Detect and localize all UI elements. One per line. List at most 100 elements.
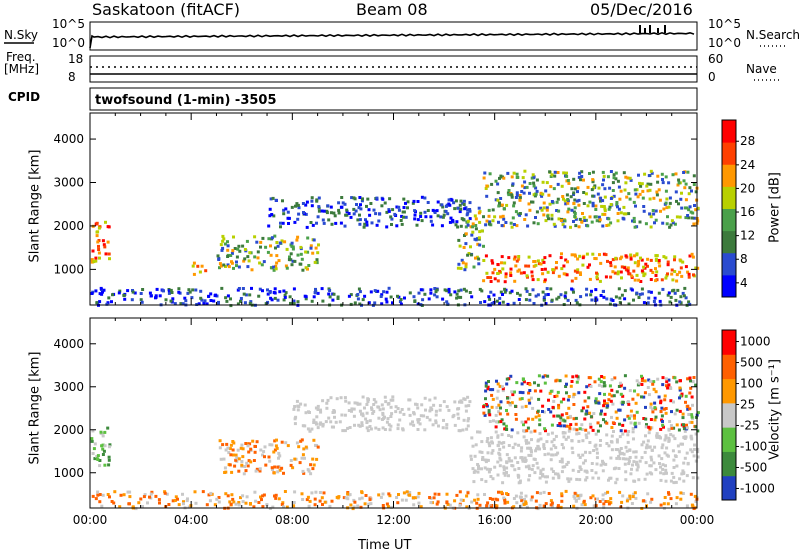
echo-cell bbox=[101, 447, 105, 451]
echo-cell bbox=[507, 189, 511, 192]
echo-cell bbox=[585, 409, 589, 413]
echo-cell bbox=[516, 461, 520, 464]
echo-cell bbox=[297, 445, 301, 449]
echo-cell bbox=[628, 272, 632, 276]
echo-cell bbox=[665, 222, 669, 226]
echo-cell bbox=[231, 249, 235, 253]
echo-cell bbox=[471, 222, 475, 226]
echo-cell bbox=[696, 429, 700, 433]
echo-cell bbox=[619, 392, 623, 396]
echo-cell bbox=[591, 201, 595, 205]
echo-cell bbox=[351, 507, 355, 511]
echo-cell bbox=[218, 262, 222, 266]
echo-cell bbox=[254, 469, 258, 473]
echo-cell bbox=[607, 478, 610, 482]
echo-cell bbox=[527, 398, 531, 402]
echo-cell bbox=[480, 467, 483, 471]
echo-cell bbox=[193, 490, 197, 494]
echo-cell bbox=[90, 258, 94, 262]
echo-cell bbox=[589, 385, 593, 388]
echo-cell bbox=[314, 287, 317, 291]
echo-cell bbox=[690, 252, 694, 256]
echo-cell bbox=[249, 300, 253, 304]
echo-cell bbox=[295, 399, 299, 403]
echo-cell bbox=[566, 198, 570, 201]
echo-cell bbox=[682, 471, 686, 475]
echo-cell bbox=[241, 287, 245, 290]
echo-cell bbox=[515, 172, 519, 176]
echo-cell bbox=[237, 457, 241, 461]
echo-cell bbox=[225, 299, 229, 303]
echo-cell bbox=[343, 224, 347, 228]
echo-cell bbox=[675, 408, 679, 412]
echo-cell bbox=[322, 221, 326, 225]
echo-cell bbox=[550, 467, 554, 471]
echo-cell bbox=[394, 410, 398, 414]
echo-cell bbox=[563, 199, 567, 203]
echo-cell bbox=[98, 459, 102, 462]
echo-cell bbox=[624, 181, 628, 185]
echo-cell bbox=[627, 212, 631, 216]
echo-cell bbox=[285, 247, 289, 251]
echo-cell bbox=[494, 430, 498, 434]
echo-cell bbox=[549, 175, 553, 178]
echo-cell bbox=[548, 170, 552, 174]
echo-cell bbox=[522, 503, 526, 507]
echo-cell bbox=[358, 409, 362, 413]
echo-cell bbox=[536, 383, 540, 387]
echo-cell bbox=[583, 219, 587, 222]
echo-cell bbox=[543, 267, 547, 271]
echo-cell bbox=[232, 441, 236, 445]
echo-cell bbox=[574, 217, 578, 221]
echo-cell bbox=[346, 497, 350, 501]
echo-cell bbox=[560, 499, 564, 503]
echo-cell bbox=[370, 406, 373, 410]
echo-cell bbox=[377, 405, 381, 409]
echo-cell bbox=[664, 464, 667, 468]
echo-cell bbox=[585, 470, 589, 474]
echo-cell bbox=[602, 295, 606, 299]
echo-cell bbox=[630, 502, 634, 505]
echo-cell bbox=[227, 451, 231, 455]
echo-cell bbox=[470, 295, 474, 299]
echo-cell bbox=[496, 460, 500, 464]
echo-cell bbox=[436, 214, 440, 218]
echo-cell bbox=[374, 400, 378, 404]
echo-cell bbox=[368, 498, 372, 502]
echo-cell bbox=[612, 430, 615, 433]
echo-cell bbox=[559, 505, 563, 509]
echo-cell bbox=[589, 425, 593, 429]
echo-cell bbox=[663, 394, 667, 398]
echo-cell bbox=[256, 250, 260, 254]
echo-cell bbox=[504, 275, 508, 279]
echo-cell bbox=[352, 207, 356, 211]
echo-cell bbox=[506, 500, 510, 504]
echo-cell bbox=[461, 261, 465, 265]
echo-cell bbox=[459, 266, 463, 270]
echo-cell bbox=[687, 300, 691, 304]
echo-cell bbox=[327, 416, 331, 420]
cpid-label: CPID bbox=[8, 90, 41, 104]
echo-cell bbox=[627, 457, 631, 461]
echo-cell bbox=[427, 297, 431, 301]
echo-cell bbox=[220, 286, 224, 290]
echo-cell bbox=[637, 478, 641, 482]
echo-cell bbox=[366, 429, 370, 433]
echo-cell bbox=[524, 420, 528, 424]
echo-cell bbox=[518, 194, 522, 197]
cpid-text: twofsound (1-min) -3505 bbox=[95, 93, 277, 108]
echo-cell bbox=[484, 389, 488, 393]
echo-cell bbox=[694, 432, 698, 436]
echo-cell bbox=[311, 467, 315, 471]
echo-cell bbox=[654, 254, 658, 258]
echo-cell bbox=[332, 409, 336, 412]
echo-cell bbox=[509, 221, 513, 225]
echo-cell bbox=[387, 423, 391, 427]
echo-cell bbox=[638, 292, 642, 296]
echo-cell bbox=[601, 170, 605, 174]
echo-cell bbox=[654, 279, 658, 283]
echo-cell bbox=[635, 379, 639, 383]
echo-cell bbox=[293, 259, 297, 263]
echo-cell bbox=[484, 479, 488, 483]
echo-cell bbox=[402, 412, 406, 416]
